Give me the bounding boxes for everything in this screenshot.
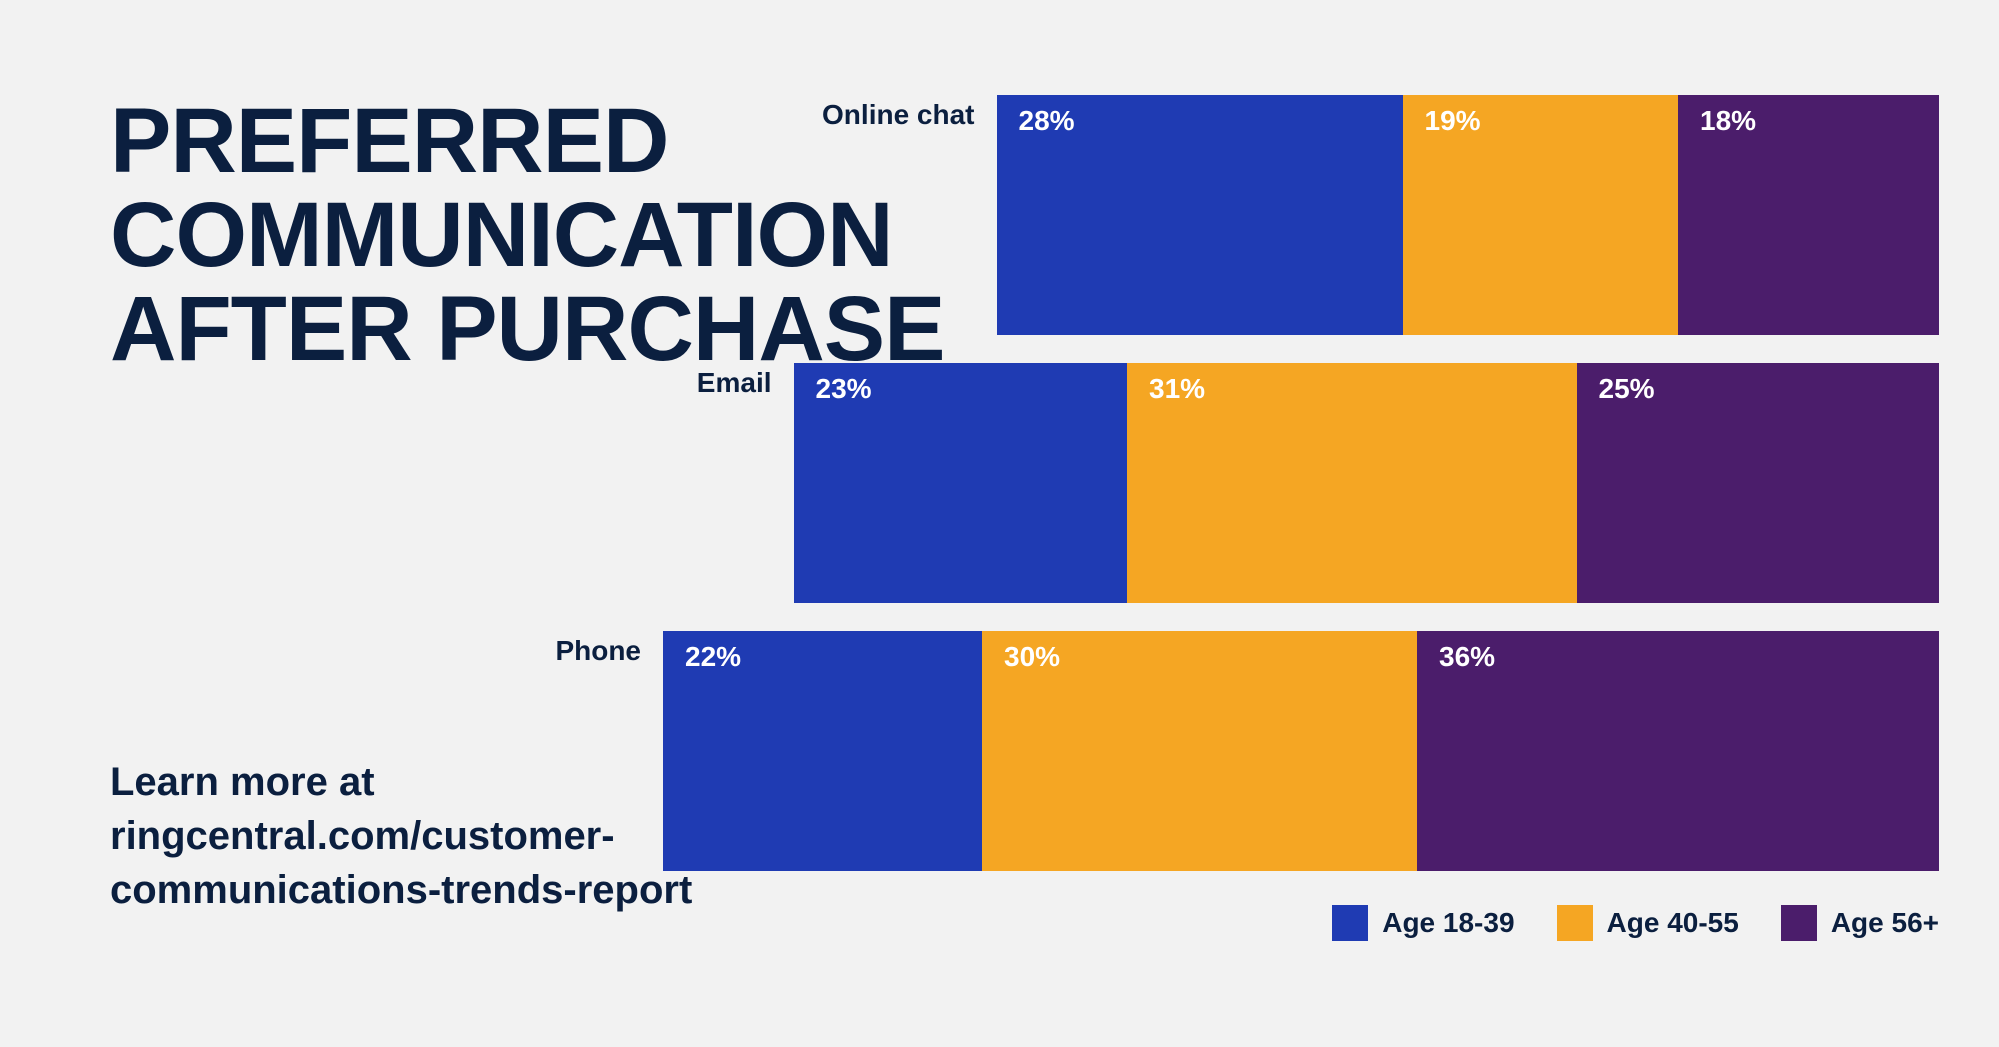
chart-row: Email23%31%25% — [960, 363, 1939, 603]
chart-row-label: Online chat — [822, 95, 996, 131]
chart-area: Online chat28%19%18% Email23%31%25% Phone2… — [960, 95, 1939, 987]
legend-label: Age 56+ — [1831, 907, 1939, 939]
legend-item-age_56_plus: Age 56+ — [1781, 905, 1939, 941]
legend-swatch — [1557, 905, 1593, 941]
legend-label: Age 18-39 — [1382, 907, 1514, 939]
legend-item-age_40_55: Age 40-55 — [1557, 905, 1739, 941]
title-line: PREFERRED — [110, 90, 668, 192]
bar-segment-age_56_plus: 36% — [1417, 631, 1939, 871]
learn-more-prefix: Learn more at — [110, 760, 375, 804]
chart-row-label: Email — [697, 363, 794, 399]
bar-segment-age_18_39: 28% — [997, 95, 1403, 335]
bar-segment-age_18_39: 22% — [663, 631, 982, 871]
legend-item-age_18_39: Age 18-39 — [1332, 905, 1514, 941]
learn-more-url-line: ringcentral.com/customer- — [110, 814, 615, 858]
title-line: COMMUNICATION — [110, 184, 893, 286]
legend-swatch — [1332, 905, 1368, 941]
infographic-root: PREFERRED COMMUNICATION AFTER PURCHASE L… — [0, 0, 1999, 1047]
right-column: Online chat28%19%18% Email23%31%25% Phone2… — [960, 0, 1999, 1047]
bar-segment-age_18_39: 23% — [794, 363, 1128, 603]
bar-segment-age_40_55: 30% — [982, 631, 1417, 871]
bar-group: 23%31%25% — [794, 363, 1940, 603]
chart-legend: Age 18-39 Age 40-55 Age 56+ — [1332, 905, 1939, 941]
legend-swatch — [1781, 905, 1817, 941]
bar-group: 22%30%36% — [663, 631, 1939, 871]
page-title: PREFERRED COMMUNICATION AFTER PURCHASE — [110, 95, 960, 376]
bar-group: 28%19%18% — [997, 95, 1940, 335]
chart-row: Phone22%30%36% — [960, 631, 1939, 871]
bar-segment-age_40_55: 19% — [1403, 95, 1679, 335]
bar-segment-age_56_plus: 18% — [1678, 95, 1939, 335]
chart-row-label: Phone — [555, 631, 663, 667]
legend-label: Age 40-55 — [1607, 907, 1739, 939]
bar-segment-age_56_plus: 25% — [1577, 363, 1940, 603]
learn-more-url-line: communications-trends-report — [110, 868, 692, 912]
bar-segment-age_40_55: 31% — [1127, 363, 1577, 603]
chart-row: Online chat28%19%18% — [960, 95, 1939, 335]
